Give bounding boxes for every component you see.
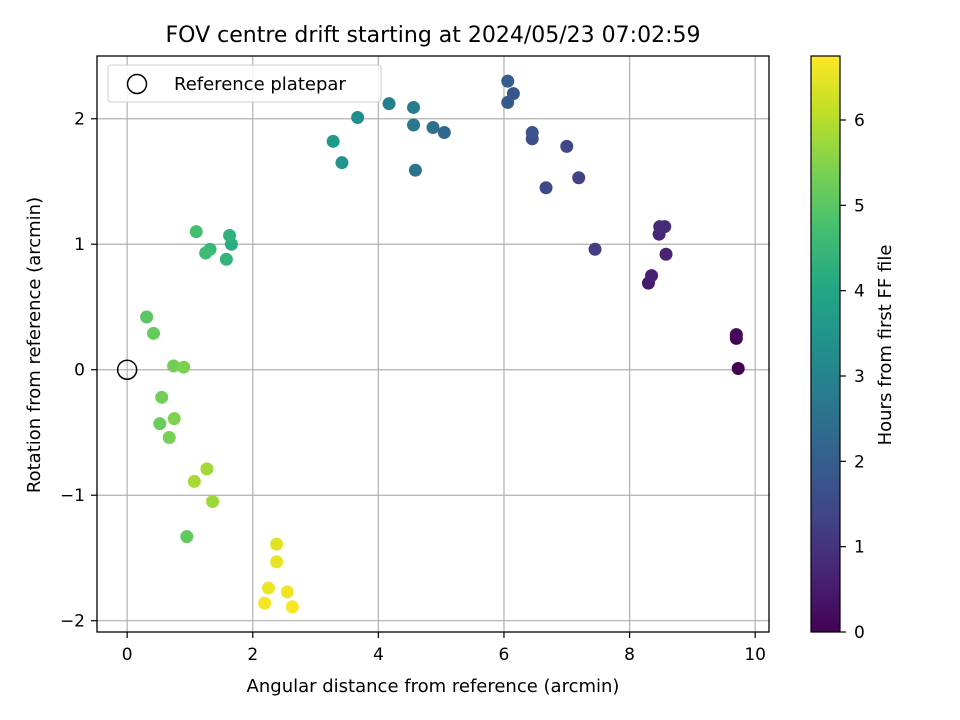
scatter-point [426,121,440,135]
legend-box [107,64,382,103]
scatter-point [351,110,365,124]
scatter-point [588,242,602,256]
y-tick-label: −1 [60,486,85,506]
y-tick-label: 0 [74,361,85,381]
scatter-point [270,537,284,551]
y-tick-label: −2 [60,612,85,632]
reference-platepar-marker [116,359,138,380]
colorbar-tick-label: 6 [854,111,865,131]
scatter-point [659,247,673,261]
scatter-point [501,74,515,88]
colorbar-tick-label: 4 [854,282,865,302]
scatter-point [187,474,201,488]
scatter-point [162,430,176,444]
scatter-point [147,326,161,340]
scatter-point [731,361,745,375]
y-tick-label: 1 [74,235,85,255]
y-tick-label: 2 [74,110,85,130]
colorbar-tick-label: 1 [854,538,865,558]
scatter-point [407,118,421,132]
scatter-point [206,494,220,508]
x-tick-label: 2 [247,645,258,665]
scatter-point [539,181,553,195]
chart-title: FOV centre drift starting at 2024/05/23 … [166,23,701,48]
scatter-point [382,97,396,111]
x-axis-ticks: 0 2 4 6 8 10 [122,632,766,665]
scatter-point [729,328,743,342]
scatter-point [200,462,214,476]
legend-entry-reference-platepar: Reference platepar [174,74,346,95]
scatter-point [270,555,284,569]
scatter-point [167,412,181,426]
scatter-point [223,228,237,242]
scatter-points [140,74,745,614]
x-tick-label: 10 [744,645,766,665]
scatter-point [258,596,272,610]
scatter-point [140,310,154,324]
x-tick-label: 0 [122,645,133,665]
scatter-point [261,581,275,595]
x-tick-label: 8 [624,645,635,665]
scatter-point [199,246,213,260]
scatter-point [167,359,181,373]
scatter-point [560,139,574,153]
colorbar-tick-label: 0 [854,623,865,643]
plot-frame [96,55,770,633]
x-tick-label: 6 [499,645,510,665]
scatter-point [437,126,451,140]
scatter-point [153,417,167,431]
scatter-point [285,600,299,614]
scatter-point [155,390,169,404]
x-axis-label: Angular distance from reference (arcmin) [247,676,620,697]
colorbar-tick-label: 3 [854,367,865,387]
colorbar-ticks: 0 1 2 3 4 5 6 [840,111,865,643]
legend-marker-icon [126,73,148,95]
scatter-point [525,126,539,140]
scatter-point [219,252,233,266]
scatter-point [645,269,659,283]
legend: Reference platepar [107,64,382,103]
scatter-point [280,585,294,599]
scatter-point [658,220,672,234]
scatter-point [335,156,349,170]
scatter-point [407,100,421,114]
colorbar-tick-label: 2 [854,452,865,472]
colorbar-tick-label: 5 [854,196,865,216]
y-axis-ticks: −2 −1 0 1 2 [60,110,97,632]
y-axis-label: Rotation from reference (arcmin) [24,197,45,493]
scatter-point [326,134,340,148]
scatter-point [501,95,515,109]
colorbar [810,55,841,633]
scatter-point [572,171,586,185]
scatter-point [408,163,422,177]
scatter-point [177,360,191,374]
grid-lines [97,56,769,632]
scatter-point [180,530,194,544]
scatter-point [189,225,203,239]
colorbar-label: Hours from first FF file [875,245,896,446]
x-tick-label: 4 [373,645,384,665]
